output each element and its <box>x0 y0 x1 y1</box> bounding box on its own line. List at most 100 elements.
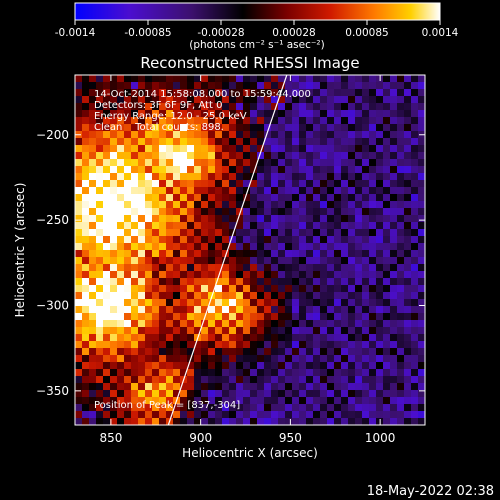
heatmap-cell <box>208 327 216 335</box>
heatmap-cell <box>376 173 384 181</box>
heatmap-cell <box>124 229 132 237</box>
heatmap-cell <box>82 306 90 314</box>
heatmap-cell <box>362 383 370 391</box>
heatmap-cell <box>404 362 412 370</box>
heatmap-cell <box>222 313 230 321</box>
heatmap-cell <box>89 145 97 153</box>
heatmap-cell <box>131 390 139 398</box>
heatmap-cell <box>166 82 174 90</box>
heatmap-cell <box>411 82 419 90</box>
heatmap-cell <box>397 355 405 363</box>
heatmap-cell <box>236 75 244 83</box>
heatmap-cell <box>222 201 230 209</box>
heatmap-cell <box>250 411 258 419</box>
heatmap-cell <box>313 264 321 272</box>
heatmap-cell <box>341 166 349 174</box>
heatmap-cell <box>89 334 97 342</box>
heatmap-cell <box>180 222 188 230</box>
heatmap-cell <box>348 110 356 118</box>
heatmap-cell <box>215 306 223 314</box>
heatmap-cell <box>222 131 230 139</box>
heatmap-cell <box>124 362 132 370</box>
heatmap-cell <box>390 166 398 174</box>
heatmap-cell <box>411 173 419 181</box>
heatmap-cell <box>187 306 195 314</box>
heatmap-cell <box>131 208 139 216</box>
heatmap-cell <box>418 369 425 377</box>
heatmap-cell <box>327 348 335 356</box>
heatmap-cell <box>313 82 321 90</box>
heatmap-cell <box>103 285 111 293</box>
heatmap-cell <box>411 208 419 216</box>
heatmap-cell <box>397 89 405 97</box>
heatmap-cell <box>292 222 300 230</box>
heatmap-cell <box>369 271 377 279</box>
heatmap-cell <box>404 89 412 97</box>
heatmap-cell <box>327 229 335 237</box>
heatmap-cell <box>306 96 314 104</box>
heatmap-cell <box>208 180 216 188</box>
heatmap-cell <box>369 418 377 425</box>
heatmap-cell <box>299 131 307 139</box>
heatmap-cell <box>173 390 181 398</box>
heatmap-cell <box>201 383 209 391</box>
heatmap-cell <box>334 306 342 314</box>
heatmap-cell <box>236 390 244 398</box>
heatmap-cell <box>110 82 118 90</box>
heatmap-cell <box>369 327 377 335</box>
heatmap-cell <box>215 96 223 104</box>
heatmap-cell <box>418 96 425 104</box>
heatmap-cell <box>376 376 384 384</box>
heatmap-cell <box>334 369 342 377</box>
heatmap-cell <box>124 411 132 419</box>
heatmap-cell <box>159 75 167 83</box>
heatmap-cell <box>285 138 293 146</box>
heatmap-cell <box>264 390 272 398</box>
heatmap-cell <box>271 264 279 272</box>
heatmap-cell <box>152 404 160 412</box>
heatmap-cell <box>152 215 160 223</box>
heatmap-cell <box>180 320 188 328</box>
heatmap-cell <box>201 404 209 412</box>
heatmap-cell <box>236 264 244 272</box>
heatmap-cell <box>96 152 104 160</box>
heatmap-cell <box>285 362 293 370</box>
heatmap-cell <box>124 75 132 83</box>
heatmap-cell <box>257 355 265 363</box>
heatmap-cell <box>236 152 244 160</box>
heatmap-cell <box>201 327 209 335</box>
heatmap-cell <box>194 411 202 419</box>
heatmap-cell <box>271 229 279 237</box>
heatmap-cell <box>201 257 209 265</box>
heatmap-cell <box>285 208 293 216</box>
heatmap-cell <box>145 131 153 139</box>
heatmap-cell <box>404 138 412 146</box>
heatmap-cell <box>222 376 230 384</box>
heatmap-cell <box>145 152 153 160</box>
heatmap-cell <box>75 96 83 104</box>
heatmap-cell <box>152 313 160 321</box>
heatmap-cell <box>145 222 153 230</box>
heatmap-cell <box>159 96 167 104</box>
heatmap-cell <box>397 334 405 342</box>
heatmap-cell <box>222 264 230 272</box>
heatmap-cell <box>341 369 349 377</box>
heatmap-cell <box>75 341 83 349</box>
heatmap-cell <box>404 131 412 139</box>
heatmap-cell <box>236 229 244 237</box>
heatmap-cell <box>180 131 188 139</box>
heatmap-cell <box>173 313 181 321</box>
heatmap-cell <box>355 103 363 111</box>
heatmap-cell <box>117 278 125 286</box>
heatmap-cell <box>201 201 209 209</box>
heatmap-cell <box>390 397 398 405</box>
heatmap-cell <box>257 117 265 125</box>
heatmap-cell <box>75 124 83 132</box>
heatmap-cell <box>166 327 174 335</box>
heatmap-cell <box>355 418 363 425</box>
heatmap-cell <box>208 397 216 405</box>
heatmap-cell <box>173 229 181 237</box>
heatmap-cell <box>418 362 425 370</box>
heatmap-cell <box>369 236 377 244</box>
heatmap-cell <box>131 355 139 363</box>
